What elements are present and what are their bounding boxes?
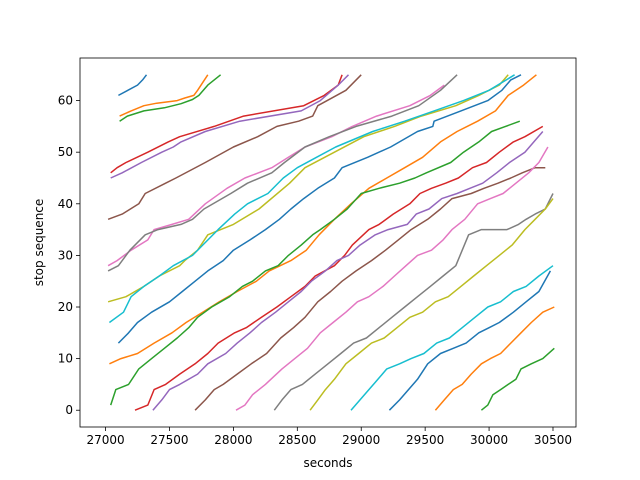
x-tick-label: 27000 [86, 433, 124, 447]
y-tick-label: 50 [58, 145, 73, 159]
x-tick-label: 27500 [150, 433, 188, 447]
series-line-7 [107, 84, 445, 267]
series-line-1 [118, 74, 148, 97]
series-line-12 [109, 74, 537, 365]
series-line-14 [134, 125, 544, 411]
series-line-16 [194, 166, 546, 411]
series-line-22 [434, 306, 555, 411]
x-axis-ticks: 27000 27500 28000 28500 29000 29500 30000 30500 [86, 427, 572, 447]
x-tick-label: 28500 [278, 433, 316, 447]
series-line-6 [107, 74, 362, 221]
series-line-19 [309, 198, 554, 411]
x-axis-label: seconds [303, 456, 352, 470]
series-line-18 [273, 193, 554, 411]
y-tick-label: 40 [58, 197, 73, 211]
series-line-11 [117, 74, 522, 344]
series-line-15 [152, 131, 544, 411]
series-line-5 [110, 74, 350, 179]
x-tick-label: 29000 [342, 433, 380, 447]
y-tick-label: 0 [65, 403, 73, 417]
series-layer [107, 74, 555, 411]
series-line-8 [107, 74, 458, 272]
x-tick-label: 28000 [214, 433, 252, 447]
series-line-21 [388, 270, 552, 411]
series-line-23 [480, 347, 555, 411]
x-tick-label: 30500 [534, 433, 572, 447]
y-tick-label: 10 [58, 352, 73, 366]
y-axis-label: stop sequence [32, 199, 46, 287]
series-line-9 [107, 74, 509, 303]
series-line-3 [119, 74, 222, 122]
x-tick-label: 29500 [406, 433, 444, 447]
plot-frame [79, 57, 577, 428]
series-line-13 [109, 120, 521, 406]
series-line-4 [110, 74, 343, 174]
y-axis-ticks: 0 10 20 30 40 50 60 [58, 94, 80, 417]
y-tick-label: 60 [58, 94, 73, 108]
series-line-17 [235, 146, 549, 411]
series-line-2 [119, 74, 209, 117]
y-tick-label: 30 [58, 248, 73, 262]
y-tick-label: 20 [58, 300, 73, 314]
series-line-20 [350, 265, 554, 411]
series-line-10 [108, 74, 515, 324]
x-tick-label: 30000 [470, 433, 508, 447]
